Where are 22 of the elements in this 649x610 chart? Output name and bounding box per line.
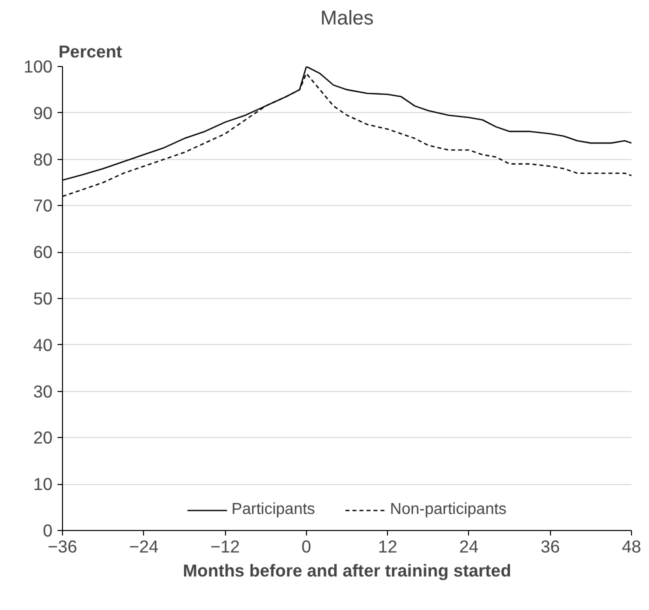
chart-title: Males [320, 8, 374, 30]
x-tick-label: 0 [302, 536, 312, 556]
y-tick-label: 40 [33, 334, 53, 355]
legend-label: Non-participants [390, 501, 507, 519]
y-tick-label: 70 [33, 196, 53, 216]
y-tick-label: 10 [33, 474, 53, 494]
x-tick-label: 36 [540, 536, 560, 556]
x-tick-label: 12 [378, 536, 398, 556]
y-tick-label: 90 [33, 102, 53, 123]
x-tick-label: 48 [622, 536, 642, 556]
y-tick-label: 60 [33, 242, 53, 262]
y-axis-title: Percent [58, 42, 122, 62]
x-tick-label: −12 [210, 536, 240, 556]
x-tick-label: 24 [459, 536, 479, 556]
y-tick-label: 50 [33, 288, 53, 308]
x-tick-label: −24 [129, 536, 159, 556]
y-tick-label: 80 [33, 149, 53, 170]
y-tick-label: 30 [33, 381, 53, 402]
y-tick-label: 20 [33, 428, 53, 448]
y-tick-label: 100 [24, 56, 53, 76]
x-axis-title: Months before and after training started [182, 560, 512, 580]
legend-label: Participants [231, 501, 316, 519]
